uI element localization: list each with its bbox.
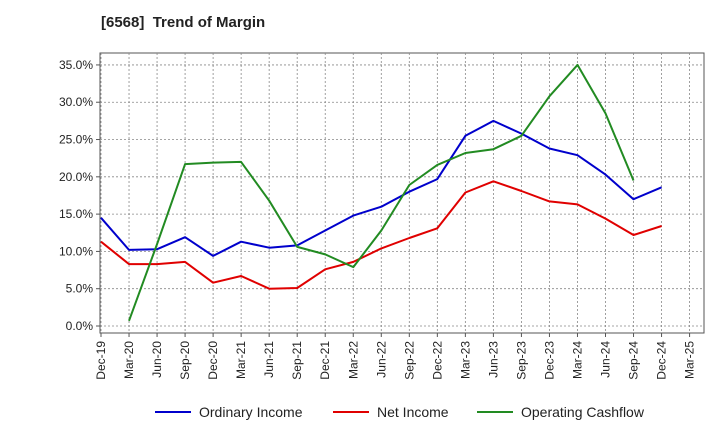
grid — [100, 53, 704, 333]
series-line — [100, 119, 662, 257]
x-tick-label: Dec-20 — [206, 341, 220, 380]
plot-area — [99, 52, 705, 334]
x-tick-label: Sep-22 — [402, 341, 416, 380]
x-tick-label: Dec-23 — [542, 341, 556, 380]
y-tick-label: 30.0% — [59, 95, 93, 109]
x-tick-label: Sep-21 — [290, 341, 304, 380]
series-net-income — [100, 180, 662, 290]
series-operating-cashflow — [128, 63, 635, 322]
y-tick-label: 35.0% — [59, 58, 93, 72]
legend-swatch-operating-cashflow — [477, 411, 513, 413]
x-tick-label: Jun-24 — [599, 341, 613, 378]
legend-swatch-ordinary-income — [155, 411, 191, 413]
legend-label-operating-cashflow: Operating Cashflow — [521, 404, 644, 420]
y-tick-label: 25.0% — [59, 133, 93, 147]
x-tick-label: Mar-22 — [346, 341, 360, 379]
chart-title: [6568] Trend of Margin — [101, 14, 266, 31]
legend-item-ordinary-income: Ordinary Income — [155, 404, 302, 420]
x-tick-label: Mar-21 — [234, 341, 248, 379]
x-tick-label: Sep-20 — [178, 341, 192, 380]
x-tick-label: Jun-22 — [374, 341, 388, 378]
y-tick-label: 20.0% — [59, 170, 93, 184]
legend: Ordinary Income Net Income Operating Cas… — [0, 404, 720, 426]
x-tick-label: Dec-22 — [430, 341, 444, 380]
y-tick-label: 15.0% — [59, 207, 93, 221]
legend-label-net-income: Net Income — [377, 404, 449, 420]
series-layer — [100, 63, 662, 322]
x-tick-label: Jun-20 — [150, 341, 164, 378]
legend-item-net-income: Net Income — [333, 404, 449, 420]
axes: 0.0% 5.0% 10.0% 15.0% 20.0% 25.0% 30.0% 35.0% De… — [59, 58, 697, 380]
x-tick-label: Jun-21 — [262, 341, 276, 378]
x-tick-label: Mar-24 — [570, 341, 584, 379]
x-tick-label: Jun-23 — [486, 341, 500, 378]
x-tick-label: Dec-19 — [94, 341, 108, 380]
series-ordinary-income — [100, 119, 662, 257]
y-tick-label: 5.0% — [66, 282, 94, 296]
series-line — [128, 63, 635, 322]
x-tick-label: Mar-23 — [458, 341, 472, 379]
x-tick-label: Dec-21 — [318, 341, 332, 380]
series-line — [100, 180, 662, 290]
legend-label-ordinary-income: Ordinary Income — [199, 404, 303, 420]
x-tick-label: Mar-25 — [683, 341, 697, 379]
y-tick-label: 0.0% — [66, 319, 94, 333]
x-tick-label: Dec-24 — [655, 341, 669, 380]
x-tick-label: Mar-20 — [122, 341, 136, 379]
y-tick-label: 10.0% — [59, 244, 93, 258]
legend-swatch-net-income — [333, 411, 369, 413]
x-tick-label: Sep-24 — [627, 341, 641, 380]
legend-item-operating-cashflow: Operating Cashflow — [477, 404, 644, 420]
x-tick-label: Sep-23 — [514, 341, 528, 380]
